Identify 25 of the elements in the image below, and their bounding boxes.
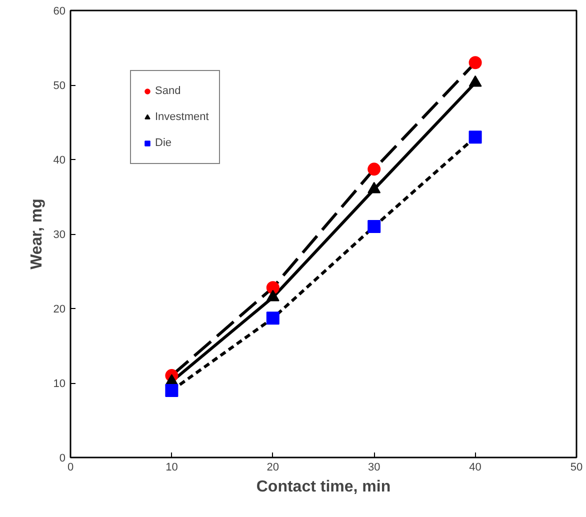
x-tick-label: 0	[67, 462, 74, 474]
y-tick-label: 0	[59, 452, 66, 464]
point	[368, 220, 381, 234]
y-tick-label: 20	[53, 304, 66, 316]
x-tick-label: 10	[166, 462, 178, 474]
y-tick-label: 10	[53, 378, 66, 390]
y-axis-title: Wear, mg	[28, 198, 46, 270]
x-tick-label: 20	[266, 462, 280, 474]
legend-label: Die	[155, 137, 173, 149]
x-axis-title: Contact time, min	[256, 478, 391, 496]
point	[368, 162, 381, 176]
point	[266, 312, 280, 325]
y-tick-label: 30	[53, 229, 66, 241]
point	[165, 384, 178, 397]
legend-label: Investment	[155, 111, 209, 123]
y-tick-label: 50	[53, 80, 66, 92]
x-tick-label: 40	[469, 462, 482, 474]
legend-label: Sand	[155, 85, 181, 97]
point	[266, 281, 280, 294]
point	[468, 130, 482, 144]
x-tick-label: 50	[570, 462, 583, 474]
point	[468, 56, 482, 70]
y-tick-label: 40	[53, 154, 66, 166]
y-tick-label: 60	[53, 6, 66, 18]
x-tick-label: 30	[368, 462, 380, 474]
